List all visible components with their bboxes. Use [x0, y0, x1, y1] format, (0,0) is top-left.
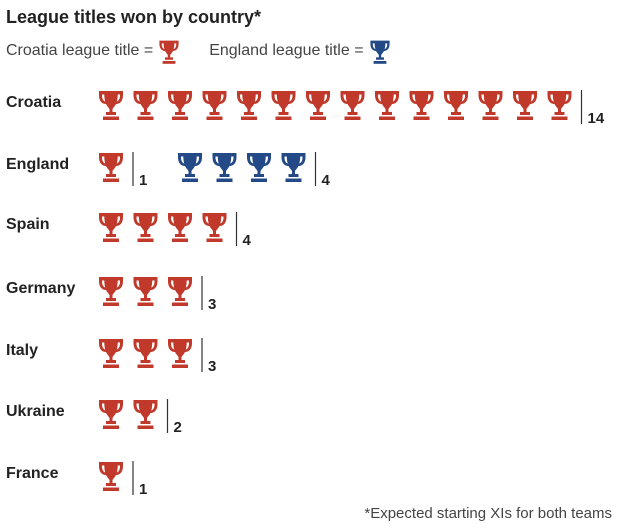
trophy-icon — [202, 213, 227, 242]
trophy-icon — [99, 91, 123, 120]
trophy-icon — [375, 91, 399, 120]
trophy-icon — [99, 213, 123, 242]
value-label: 1 — [139, 172, 147, 189]
category-label: England — [6, 156, 69, 173]
category-label: Germany — [6, 280, 75, 297]
trophy-icon — [340, 91, 365, 120]
trophy-icon — [133, 277, 158, 306]
trophy-icon — [133, 91, 158, 120]
trophy-icon — [271, 91, 296, 120]
trophy-icon — [237, 91, 261, 120]
trophy-icon — [99, 339, 123, 368]
trophy-icon — [202, 91, 227, 120]
trophy-icon — [99, 462, 123, 491]
trophy-icon — [444, 91, 468, 120]
legend-item-england: England league title = — [209, 38, 391, 64]
legend-label-england: England league title = — [209, 42, 364, 59]
chart-title: League titles won by country* — [6, 7, 262, 27]
trophy-icon — [409, 91, 434, 120]
value-label: 4 — [243, 232, 252, 249]
footnote: *Expected starting XIs for both teams — [364, 505, 612, 522]
trophy-icon — [168, 213, 192, 242]
category-label: France — [6, 465, 59, 482]
trophy-icon — [99, 277, 123, 306]
value-label: 3 — [208, 296, 216, 313]
trophy-icon — [168, 339, 192, 368]
value-label: 14 — [588, 110, 605, 127]
trophy-icon — [547, 91, 572, 120]
legend-label-croatia: Croatia league title = — [6, 42, 154, 59]
legend: Croatia league title = England league ti… — [6, 38, 420, 64]
trophy-icon — [281, 153, 306, 182]
value-label: 4 — [322, 172, 331, 189]
value-label: 1 — [139, 481, 147, 498]
trophy-icon — [168, 277, 192, 306]
trophy-icon — [168, 91, 192, 120]
trophy-icon — [306, 91, 330, 120]
trophy-icon — [133, 213, 158, 242]
trophy-icon — [99, 400, 123, 429]
trophy-icon — [513, 91, 537, 120]
value-label: 3 — [208, 358, 216, 375]
legend-item-croatia: Croatia league title = — [6, 38, 181, 64]
category-label: Italy — [6, 342, 38, 359]
category-label: Spain — [6, 216, 50, 233]
category-label: Ukraine — [6, 403, 65, 420]
value-label: 2 — [174, 419, 182, 436]
trophy-icon — [99, 153, 123, 182]
category-label: Croatia — [6, 94, 61, 111]
trophy-icon — [247, 153, 271, 182]
trophy-icon — [478, 91, 503, 120]
trophy-icon — [133, 339, 158, 368]
trophy-icon — [212, 153, 237, 182]
trophy-icon — [133, 400, 158, 429]
trophy-icon — [178, 153, 202, 182]
